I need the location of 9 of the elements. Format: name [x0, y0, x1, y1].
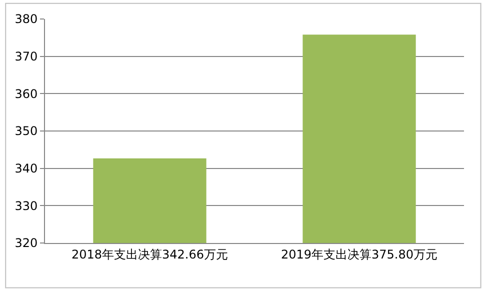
y-tick-label: 380	[14, 12, 38, 26]
y-tick-label: 360	[14, 86, 38, 101]
x-tick-label: 2018年支出决算342.66万元	[71, 247, 228, 262]
y-tick-label: 330	[14, 198, 38, 213]
x-tick-label: 2019年支出决算375.80万元	[280, 247, 438, 262]
y-tick-label: 370	[14, 50, 38, 64]
y-tick-label: 320	[14, 236, 38, 250]
y-tick-label: 340	[14, 162, 38, 176]
y-tick-label: 350	[14, 124, 38, 138]
